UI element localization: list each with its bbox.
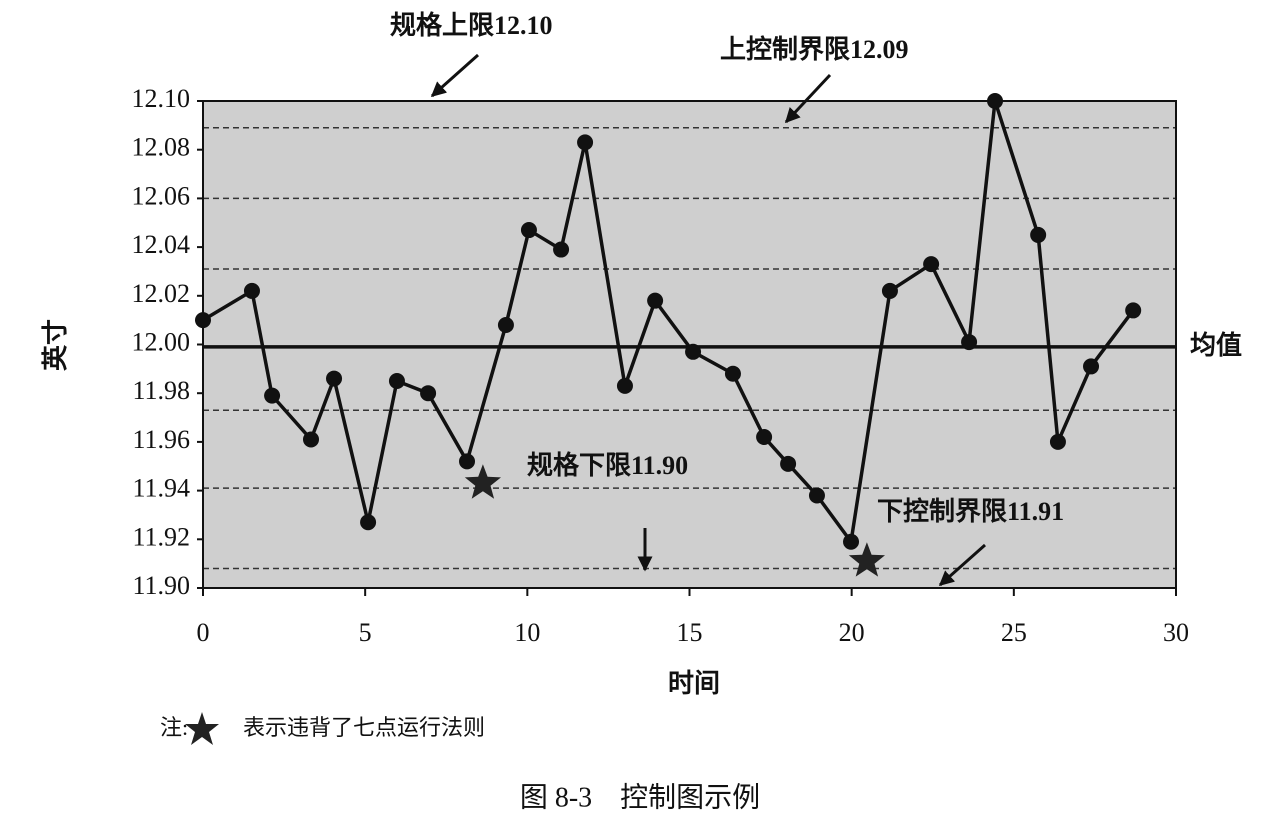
data-point <box>1083 358 1100 375</box>
y-tick-label: 12.10 <box>132 84 191 113</box>
data-point <box>923 256 940 273</box>
arrow <box>430 53 479 98</box>
y-tick-label: 11.94 <box>132 474 190 503</box>
data-point <box>843 533 860 550</box>
data-point <box>388 373 405 390</box>
violation-star <box>464 464 501 499</box>
data-point <box>303 431 320 448</box>
data-point <box>520 222 537 239</box>
data-point <box>1030 226 1047 243</box>
data-point <box>616 377 633 394</box>
annotation: 均值 <box>1190 331 1242 360</box>
y-tick-label: 12.00 <box>132 327 191 356</box>
violation-star <box>848 542 885 577</box>
data-point <box>724 365 741 382</box>
data-point <box>553 241 570 258</box>
y-tick-label: 12.08 <box>132 133 191 162</box>
y-tick-label: 11.92 <box>132 522 190 551</box>
data-point <box>756 429 773 446</box>
note-text: 表示违背了七点运行法则 <box>243 715 485 740</box>
data-point <box>780 455 797 472</box>
data-point <box>647 292 664 309</box>
data-point <box>1049 433 1066 450</box>
x-axis-label: 时间 <box>668 669 720 698</box>
y-tick-label: 12.02 <box>132 279 191 308</box>
data-point <box>577 134 594 151</box>
x-tick-label: 5 <box>359 618 372 647</box>
data-point <box>326 370 343 387</box>
annotation: 规格下限11.90 <box>527 450 688 480</box>
caption: 图 8-3 控制图示例 <box>520 781 760 813</box>
arrow <box>938 543 986 587</box>
annotation: 下控制界限11.91 <box>877 497 1064 526</box>
data-point <box>243 282 260 299</box>
data-point <box>961 334 978 351</box>
x-tick-label: 15 <box>677 618 703 647</box>
annotation: 规格上限12.10 <box>390 10 553 40</box>
x-tick-label: 0 <box>197 618 210 647</box>
note-prefix: 注: <box>160 715 188 740</box>
note-icon <box>185 712 219 745</box>
arrow <box>784 73 832 124</box>
x-tick-label: 25 <box>1001 618 1027 647</box>
x-tick-label: 30 <box>1163 618 1189 647</box>
annotation: 上控制界限12.09 <box>720 35 909 64</box>
data-point <box>360 514 377 531</box>
data-point <box>497 317 514 334</box>
x-tick-label: 20 <box>839 618 865 647</box>
data-point <box>685 343 702 360</box>
data-point <box>459 453 476 470</box>
y-axis-label: 英寸 <box>41 319 70 371</box>
data-point <box>881 282 898 299</box>
data-point <box>1125 302 1142 319</box>
y-tick-label: 11.98 <box>132 376 190 405</box>
y-tick-label: 11.96 <box>132 425 190 454</box>
x-tick-label: 10 <box>514 618 540 647</box>
y-tick-label: 11.90 <box>132 571 190 600</box>
data-point <box>808 487 825 504</box>
data-point <box>420 385 437 402</box>
y-tick-label: 12.04 <box>132 230 191 259</box>
data-point <box>264 387 281 404</box>
y-tick-label: 12.06 <box>132 181 191 210</box>
